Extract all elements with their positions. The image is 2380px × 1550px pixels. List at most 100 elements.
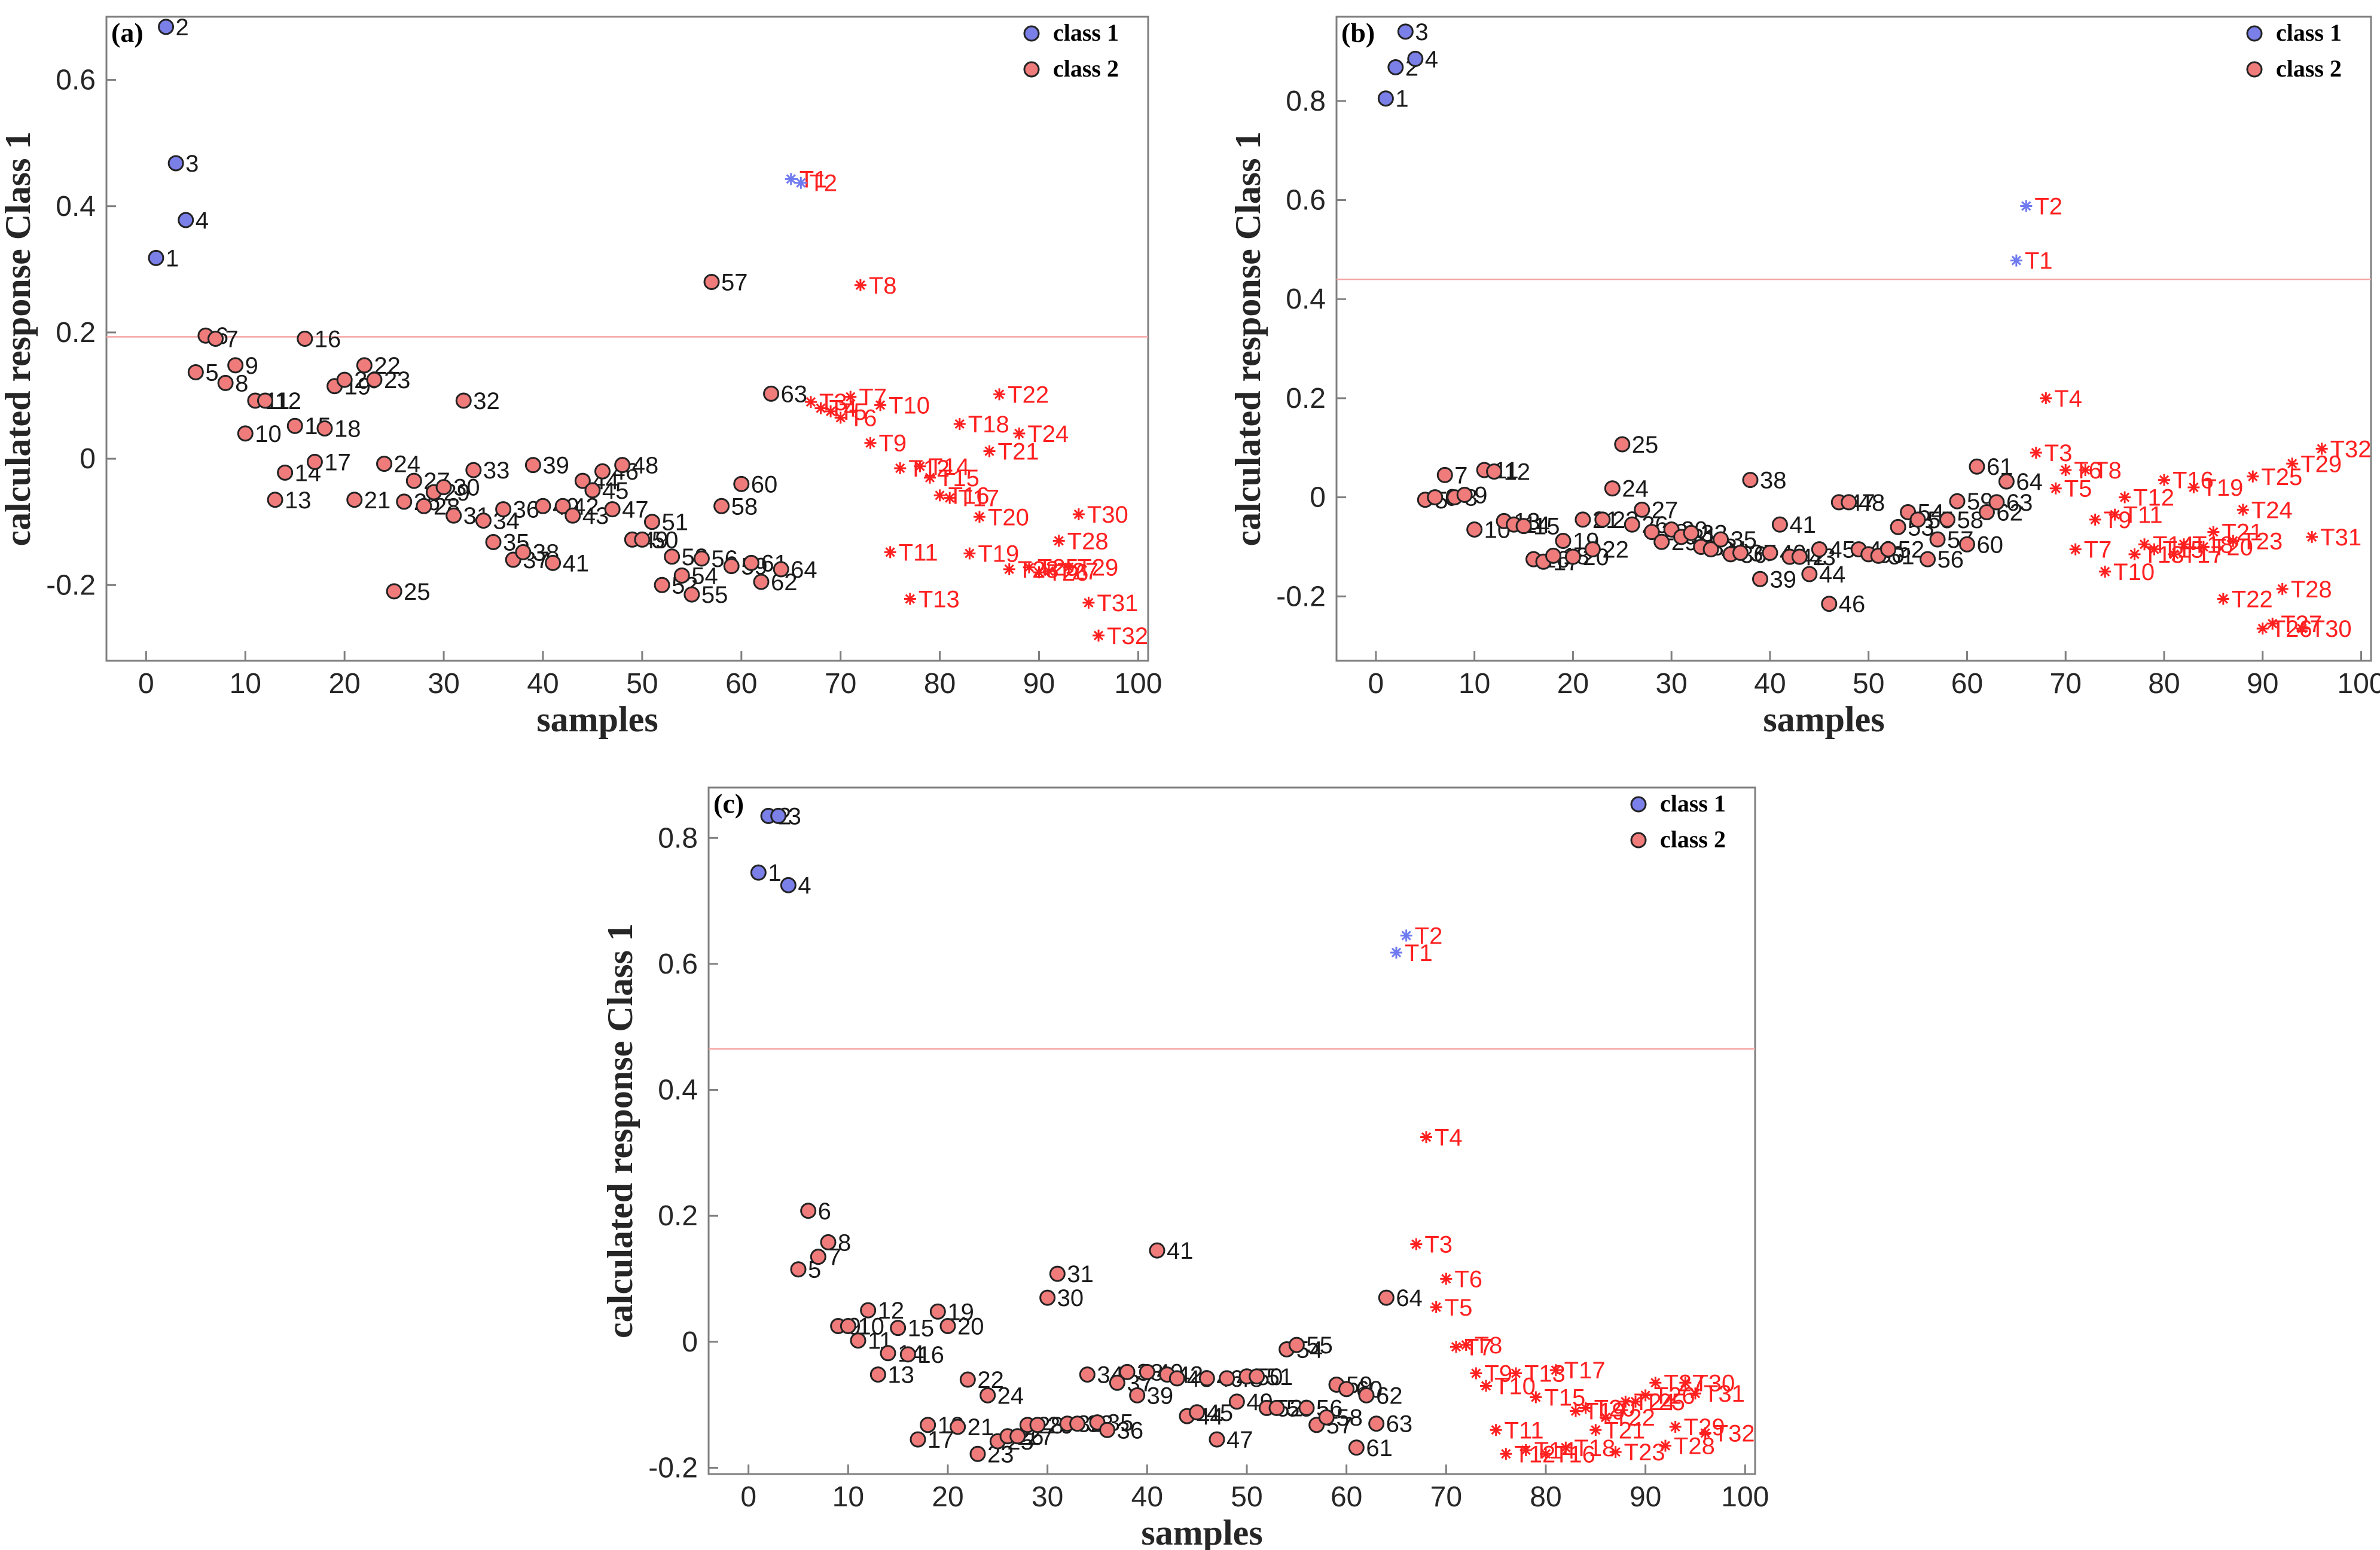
y-tick-label: 0 <box>80 443 96 475</box>
data-point <box>1407 50 1424 67</box>
data-point <box>723 558 740 575</box>
point-label: 41 <box>1167 1238 1194 1264</box>
test-point-label: T28 <box>1067 528 1109 554</box>
test-point <box>914 460 926 472</box>
data-point <box>604 501 621 518</box>
data-point <box>237 425 254 442</box>
test-point <box>844 390 857 403</box>
point-label: 17 <box>324 449 351 475</box>
legend-label: class 1 <box>1053 19 1119 46</box>
data-point <box>416 498 432 514</box>
legend-marker <box>1023 61 1040 78</box>
data-point <box>1049 1265 1066 1282</box>
data-point <box>545 554 562 571</box>
data-point <box>1909 511 1926 528</box>
test-point <box>1549 1364 1562 1377</box>
data-point <box>1109 1374 1125 1391</box>
data-point <box>1009 1428 1026 1445</box>
point-label: 8 <box>838 1229 851 1256</box>
point-label: 16 <box>917 1342 944 1368</box>
test-point <box>2286 457 2299 470</box>
data-point <box>158 19 175 35</box>
point-label: 3 <box>788 803 801 829</box>
test-point <box>1570 1405 1582 1417</box>
data-point <box>753 573 770 590</box>
test-point-label: T27 <box>1057 559 1099 585</box>
point-label: 62 <box>1376 1383 1403 1409</box>
x-tick-label: 90 <box>1023 668 1055 700</box>
point-label: 3 <box>185 151 199 177</box>
point-label: 31 <box>1067 1261 1094 1287</box>
test-point-label: T1 <box>1405 940 1433 966</box>
point-label: 58 <box>1336 1405 1363 1431</box>
test-point <box>2276 582 2289 595</box>
data-point <box>1890 518 1906 535</box>
data-point <box>435 479 452 496</box>
test-point-label: T8 <box>2094 457 2122 484</box>
test-point <box>2040 392 2052 404</box>
data-point <box>405 472 422 489</box>
data-point <box>693 550 710 567</box>
test-point-label: T22 <box>1614 1405 1655 1431</box>
data-point <box>1998 473 2015 490</box>
data-point <box>1268 1399 1285 1416</box>
data-point <box>750 864 767 881</box>
data-point <box>1298 1399 1315 1416</box>
point-label: 33 <box>483 457 510 484</box>
test-point <box>884 546 896 559</box>
test-point-label: T2 <box>1415 923 1443 950</box>
test-point-label: T23 <box>1624 1439 1665 1466</box>
data-point <box>1139 1363 1155 1380</box>
panel-label: (c) <box>713 788 744 819</box>
point-label: 45 <box>602 478 629 504</box>
test-point <box>2109 508 2121 521</box>
data-point <box>1604 480 1621 497</box>
test-point <box>1649 1377 1662 1389</box>
data-point <box>1545 547 1561 564</box>
test-point <box>2148 543 2161 556</box>
point-label: 18 <box>334 416 361 442</box>
test-point-label: T32 <box>2330 436 2372 462</box>
data-point <box>684 586 700 603</box>
panel-a-chart: 0 10 20 30 40 50 60 70 80 90 100 -0.2 0 0.2 0.4 0.6 samp… <box>0 14 1162 739</box>
data-point <box>584 482 601 499</box>
y-tick-label: 0 <box>1310 482 1326 514</box>
test-point-label: T4 <box>1435 1125 1463 1151</box>
test-point <box>1450 1341 1462 1353</box>
test-point <box>1630 1395 1641 1408</box>
legend-label: class 2 <box>2276 55 2342 82</box>
y-tick-label: 0.4 <box>1286 283 1326 315</box>
data-point <box>1119 1363 1136 1380</box>
test-point-label: T31 <box>1704 1381 1745 1407</box>
point-label: 1 <box>166 245 179 271</box>
test-point-label: T30 <box>1087 502 1128 528</box>
x-tick-label: 0 <box>1368 668 1384 700</box>
data-point <box>495 501 512 518</box>
data-point <box>207 331 224 347</box>
test-point <box>1430 1301 1442 1313</box>
test-point <box>944 492 956 504</box>
test-point <box>2236 504 2249 516</box>
point-label: 20 <box>957 1313 984 1340</box>
test-point <box>2187 481 2200 494</box>
data-point <box>1594 511 1611 528</box>
y-tick-label: -0.2 <box>1276 581 1326 612</box>
data-point <box>1029 1417 1046 1433</box>
test-point <box>2266 617 2279 630</box>
x-tick-label: 90 <box>1630 1481 1661 1513</box>
x-tick-label: 100 <box>2337 668 2380 700</box>
test-point <box>1003 563 1015 575</box>
data-point <box>920 1417 936 1433</box>
data-point <box>1456 486 1473 503</box>
data-point <box>1387 59 1404 76</box>
point-label: 3 <box>1415 19 1428 45</box>
test-point-label: T11 <box>1505 1417 1544 1444</box>
test-point-label: T13 <box>919 587 960 613</box>
data-point <box>524 457 541 474</box>
data-point <box>386 583 402 600</box>
test-point <box>1072 508 1085 521</box>
point-label: 44 <box>1819 562 1846 588</box>
y-tick-label: 0.6 <box>56 65 96 96</box>
x-tick-label: 80 <box>1530 1481 1561 1513</box>
x-axis-label: samples <box>1763 700 1884 739</box>
